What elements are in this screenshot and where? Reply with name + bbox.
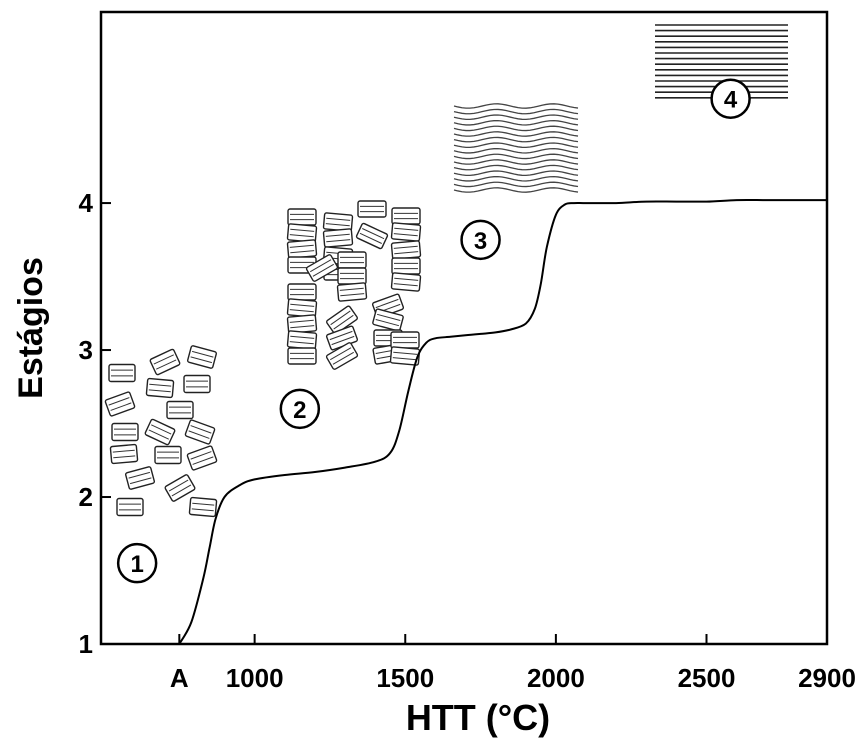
crystallite-brick <box>372 308 404 332</box>
crystallite-brick <box>391 257 421 275</box>
x-axis-label: HTT (°C) <box>406 697 550 738</box>
crystallite-brick <box>286 298 318 318</box>
crystallite-brick <box>337 267 367 285</box>
x-tick-label: 2000 <box>527 663 585 693</box>
plot-frame <box>99 10 829 646</box>
x-tick-label: 1000 <box>226 663 284 693</box>
crystallite-brick <box>124 466 156 490</box>
crystallite-brick <box>287 208 317 226</box>
x-tick-label: A <box>170 663 189 693</box>
crystallite-brick <box>390 240 422 260</box>
crystallite-brick <box>390 222 422 242</box>
stage-annotations: 1 2 3 4 <box>116 78 751 584</box>
crystallite-brick <box>391 207 421 225</box>
crystallite-brick <box>286 239 318 259</box>
crystallite-brick <box>322 212 354 232</box>
y-tick-label: 3 <box>79 335 93 365</box>
crystallite-brick <box>109 443 139 465</box>
x-tick-label: 1500 <box>376 663 434 693</box>
series-line <box>178 199 827 645</box>
x-tick-label: 2900 <box>798 663 856 693</box>
stage-circle <box>460 219 501 261</box>
crystallite-brick <box>390 272 422 292</box>
crystallite-brick <box>149 348 181 376</box>
illustration-stage-3 <box>453 103 579 193</box>
x-tick-label: 2500 <box>678 663 736 693</box>
crystallite-brick <box>357 200 387 218</box>
crystallite-brick <box>390 331 420 349</box>
y-axis-label: Estágios <box>12 257 50 399</box>
stage-number: 3 <box>474 228 487 255</box>
crystallite-brick <box>186 445 218 471</box>
crystallite-illustrations <box>104 24 788 518</box>
crystallite-brick <box>305 254 339 282</box>
stage-circle <box>279 388 321 430</box>
crystallite-brick <box>183 374 211 394</box>
stage-number: 4 <box>724 87 738 114</box>
crystallite-brick <box>286 330 318 350</box>
y-axis-ticks: 1 2 3 4 <box>79 188 111 659</box>
crystallite-brick <box>337 251 367 269</box>
crystallite-brick <box>326 305 358 335</box>
crystallite-brick <box>322 228 354 248</box>
crystallite-brick <box>145 377 175 399</box>
crystallite-brick <box>166 400 194 420</box>
illustration-stage-2 <box>286 200 422 370</box>
crystallite-brick <box>144 418 176 446</box>
y-tick-label: 4 <box>79 188 94 218</box>
crystallite-brick <box>287 347 317 365</box>
crystallite-brick <box>111 422 139 442</box>
crystallite-brick <box>287 283 317 301</box>
crystallite-brick <box>325 342 359 370</box>
illustration-stage-1 <box>104 345 218 518</box>
crystallite-brick <box>108 363 136 383</box>
crystallite-brick <box>164 474 196 502</box>
crystallite-brick <box>184 419 216 445</box>
crystallite-brick <box>286 314 318 334</box>
crystallite-brick <box>389 346 421 366</box>
crystallite-brick <box>188 496 218 518</box>
stage-marker: 4 <box>710 78 751 119</box>
crystallite-brick <box>355 222 389 250</box>
stage-marker: 2 <box>279 388 321 430</box>
stage-number: 2 <box>293 397 306 424</box>
y-tick-label: 1 <box>79 629 93 659</box>
crystallite-brick <box>336 282 368 302</box>
stage-marker: 1 <box>116 542 158 584</box>
crystallite-brick <box>154 445 182 465</box>
stage-marker: 3 <box>460 219 501 261</box>
y-tick-label: 2 <box>79 482 93 512</box>
stage-circle <box>116 542 158 584</box>
crystallite-brick <box>186 345 218 369</box>
crystallite-brick <box>286 223 318 243</box>
crystallite-brick <box>116 497 144 517</box>
crystallite-brick <box>104 391 136 417</box>
x-axis-ticks: A 1000 1500 2000 2500 2900 <box>170 634 856 693</box>
stage-number: 1 <box>130 551 143 578</box>
stage-circle <box>710 78 751 119</box>
